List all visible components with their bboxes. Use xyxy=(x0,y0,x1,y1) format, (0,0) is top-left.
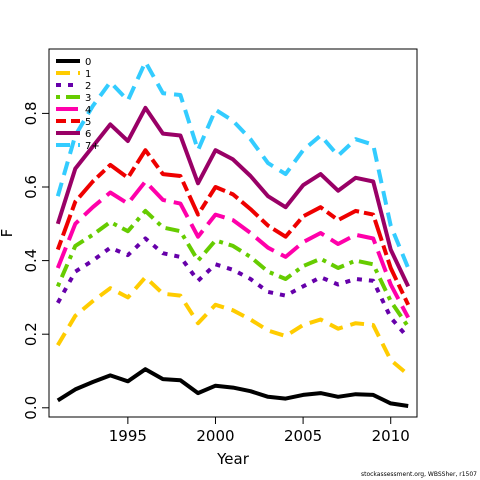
legend-label: 7+ xyxy=(85,141,100,152)
series-line-4 xyxy=(55,179,410,319)
y-axis: 0.0 0.2 0.4 0.6 0.8 xyxy=(22,101,50,420)
y-axis-title: F xyxy=(0,229,16,238)
x-tick-label: 2010 xyxy=(372,427,410,445)
series-line-6 xyxy=(55,105,411,288)
series-line-5 xyxy=(55,148,411,306)
x-tick-label: 2000 xyxy=(196,427,234,445)
series-lines xyxy=(55,59,411,408)
x-axis-title: Year xyxy=(216,450,250,468)
legend-label: 6 xyxy=(85,129,91,140)
y-tick-label: 0.0 xyxy=(22,396,40,420)
series-line-0 xyxy=(56,367,409,408)
x-tick-label: 2005 xyxy=(284,427,322,445)
x-axis: 1995 2000 2005 2010 xyxy=(109,416,410,445)
y-tick-label: 0.6 xyxy=(22,175,40,199)
series-line-1 xyxy=(56,275,410,377)
legend-label: 0 xyxy=(85,57,91,68)
credit-text: stockassessment.org, WBSSher, r1507 xyxy=(360,471,477,478)
series-line-2 xyxy=(56,236,410,340)
legend-label: 3 xyxy=(85,93,91,104)
y-tick-label: 0.2 xyxy=(22,322,40,346)
legend-label: 4 xyxy=(85,105,91,116)
x-tick-label: 1995 xyxy=(109,427,147,445)
y-tick-label: 0.4 xyxy=(22,249,40,273)
series-line-3 xyxy=(55,208,410,328)
series-line-7plus xyxy=(55,59,411,269)
y-tick-label: 0.8 xyxy=(22,101,40,125)
legend-label: 1 xyxy=(85,69,91,80)
legend-label: 2 xyxy=(85,81,91,92)
plot-frame xyxy=(48,48,418,418)
legend-label: 5 xyxy=(85,117,91,128)
